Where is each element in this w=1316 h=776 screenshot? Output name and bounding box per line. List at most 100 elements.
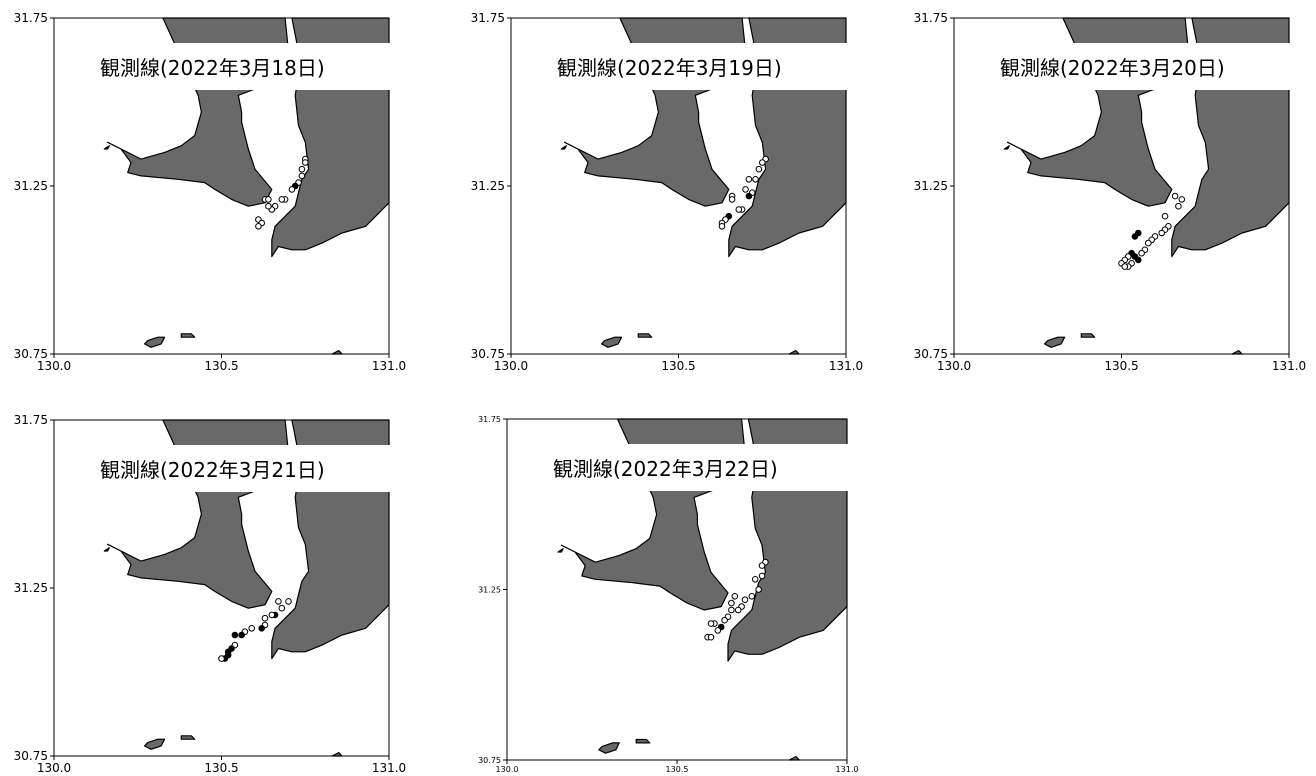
map-title: 観測線(2022年3月18日) [100, 56, 325, 80]
station-marker-open [718, 223, 726, 230]
station-marker-open [275, 598, 282, 605]
island [637, 333, 653, 338]
station-marker-filled [258, 625, 265, 632]
station-marker-filled [231, 631, 239, 639]
station-marker-open [721, 616, 728, 624]
station-marker-open [218, 655, 225, 662]
x-tick-label: 131.0 [372, 761, 406, 775]
island [180, 735, 196, 740]
station-marker-open [734, 606, 742, 614]
y-tick-label: 30.75 [914, 347, 948, 361]
islet [560, 145, 567, 150]
station-marker-open [742, 186, 749, 193]
station-marker-open [728, 599, 735, 607]
map-panel-2: 観測線(2022年3月19日) 31.75 31.25 30.75 130.0 130.5… [471, 11, 865, 373]
x-tick-label: 130.5 [666, 765, 689, 774]
y-tick-label: 30.75 [14, 347, 48, 361]
map-panel-4: 観測線(2022年3月21日) 31.75 31.25 30.75 130.0 130.5… [14, 413, 408, 775]
map-title: 観測線(2022年3月22日) [553, 457, 778, 481]
islet [103, 145, 110, 150]
station-marker-filled [745, 192, 753, 200]
station-marker-open [755, 586, 762, 593]
y-tick-label: 31.75 [14, 413, 48, 427]
x-tick-label: 130.0 [937, 359, 971, 373]
cape-bottom [331, 752, 343, 757]
station-marker-open [735, 206, 743, 213]
x-tick-label: 131.0 [829, 359, 863, 373]
island [143, 738, 166, 750]
station-marker-open [261, 614, 269, 622]
station-marker-open [285, 598, 292, 605]
cape-bottom [788, 756, 800, 761]
y-tick-label: 30.75 [471, 347, 505, 361]
x-tick-label: 131.0 [836, 765, 859, 774]
station-marker-open [752, 176, 759, 183]
station-marker-open [288, 186, 296, 193]
x-tick-label: 130.0 [37, 761, 71, 775]
x-tick-label: 131.0 [372, 359, 406, 373]
station-marker-open [255, 223, 262, 230]
y-tick-label: 31.25 [914, 179, 948, 193]
x-tick-label: 130.5 [1104, 359, 1138, 373]
x-tick-label: 130.5 [204, 359, 238, 373]
station-marker-open [248, 625, 255, 632]
x-tick-label: 131.0 [1272, 359, 1306, 373]
island [600, 336, 623, 348]
y-tick-label: 31.25 [471, 179, 505, 193]
station-marker-open [707, 633, 715, 641]
island [1080, 333, 1096, 338]
station-marker-open [1145, 239, 1152, 247]
island [143, 336, 166, 348]
station-marker-open [748, 593, 756, 600]
station-marker-open [1161, 212, 1169, 220]
islet [103, 547, 110, 552]
y-tick-label: 31.75 [471, 11, 505, 25]
cape-bottom [788, 350, 800, 355]
station-marker-filled [1131, 233, 1139, 240]
station-marker-open [755, 165, 763, 173]
x-tick-label: 130.0 [496, 765, 519, 774]
station-marker-open [741, 596, 749, 603]
station-marker-filled [1135, 256, 1142, 264]
station-marker-open [731, 593, 739, 600]
y-tick-label: 31.75 [914, 11, 948, 25]
station-marker-open [302, 159, 309, 166]
station-marker-open [758, 562, 766, 569]
station-marker-open [714, 627, 722, 634]
station-marker-open [759, 159, 766, 166]
station-marker-open [707, 620, 715, 627]
station-marker-open [745, 176, 753, 183]
cape-bottom [331, 350, 343, 355]
map-panel-1: 観測線(2022年3月18日) 31.75 31.25 30.75 130.0 130.5… [14, 11, 408, 373]
y-tick-label: 31.25 [478, 585, 501, 594]
title-box [85, 445, 408, 492]
station-marker-open [1121, 263, 1129, 270]
station-marker-filled [238, 631, 245, 639]
y-tick-label: 31.75 [478, 415, 501, 424]
islet [1003, 145, 1010, 150]
y-tick-label: 30.75 [478, 756, 501, 765]
map-title: 観測線(2022年3月21日) [100, 458, 325, 482]
title-box [542, 43, 865, 90]
island [1043, 336, 1066, 348]
y-tick-label: 31.75 [14, 11, 48, 25]
map-panel-3: 観測線(2022年3月20日) 31.75 31.25 30.75 130.0 130.5… [914, 11, 1308, 373]
station-marker-open [265, 202, 272, 210]
islet [557, 548, 564, 553]
station-marker-open [265, 196, 272, 203]
x-tick-label: 130.5 [661, 359, 695, 373]
title-box [85, 43, 408, 90]
title-box [985, 43, 1308, 90]
x-tick-label: 130.5 [204, 761, 238, 775]
map-panel-5: 観測線(2022年3月22日) 31.75 31.25 30.75 130.0 130.5… [478, 415, 861, 774]
station-marker-open [728, 606, 735, 614]
station-marker-open [268, 611, 276, 619]
station-marker-open [1138, 249, 1145, 257]
island [598, 742, 620, 754]
station-marker-open [751, 576, 759, 583]
y-tick-label: 31.25 [14, 581, 48, 595]
